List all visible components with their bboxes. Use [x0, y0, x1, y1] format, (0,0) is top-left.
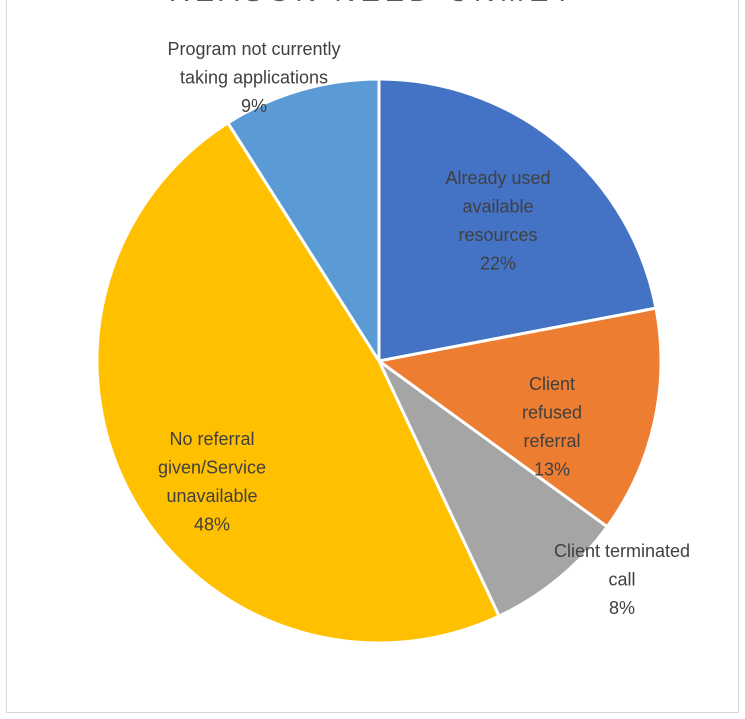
- slice-percent-label: 13%: [534, 460, 570, 480]
- pie-slice: [377, 306, 663, 529]
- slice-percent-label: 8%: [609, 598, 635, 618]
- slice-label: Program not currently taking applications…: [167, 39, 340, 116]
- slice-label: No referral given/Service unavailable 48%: [158, 429, 266, 535]
- slice-category-label: available: [462, 197, 533, 217]
- pie-slice: [377, 359, 609, 618]
- slice-category-label: Already used: [445, 168, 550, 188]
- slice-category-label: Client: [529, 374, 575, 394]
- slice-category-label: Client terminated: [554, 541, 690, 561]
- slice-label: Already used available resources 22%: [445, 168, 550, 274]
- slice-category-label: Program not currently: [167, 39, 340, 59]
- slice-category-label: unavailable: [166, 486, 257, 506]
- slice-category-label: referral: [523, 431, 580, 451]
- pie-slice: [95, 121, 501, 645]
- pie-slice: [377, 77, 658, 363]
- slice-label: Client refused referral 13%: [522, 374, 582, 480]
- slice-label: Client terminated call 8%: [554, 541, 690, 618]
- slice-percent-label: 9%: [241, 96, 267, 116]
- slice-category-label: refused: [522, 403, 582, 423]
- slice-category-label: call: [608, 570, 635, 590]
- slice-category-label: resources: [458, 225, 537, 245]
- pie-slice: [226, 77, 381, 363]
- slice-category-label: given/Service: [158, 458, 266, 478]
- chart-title: REASON NEED UNMET: [0, 0, 745, 9]
- slice-percent-label: 22%: [480, 254, 516, 274]
- slice-percent-label: 48%: [194, 515, 230, 535]
- slice-category-label: No referral: [169, 429, 254, 449]
- slice-category-label: taking applications: [180, 68, 328, 88]
